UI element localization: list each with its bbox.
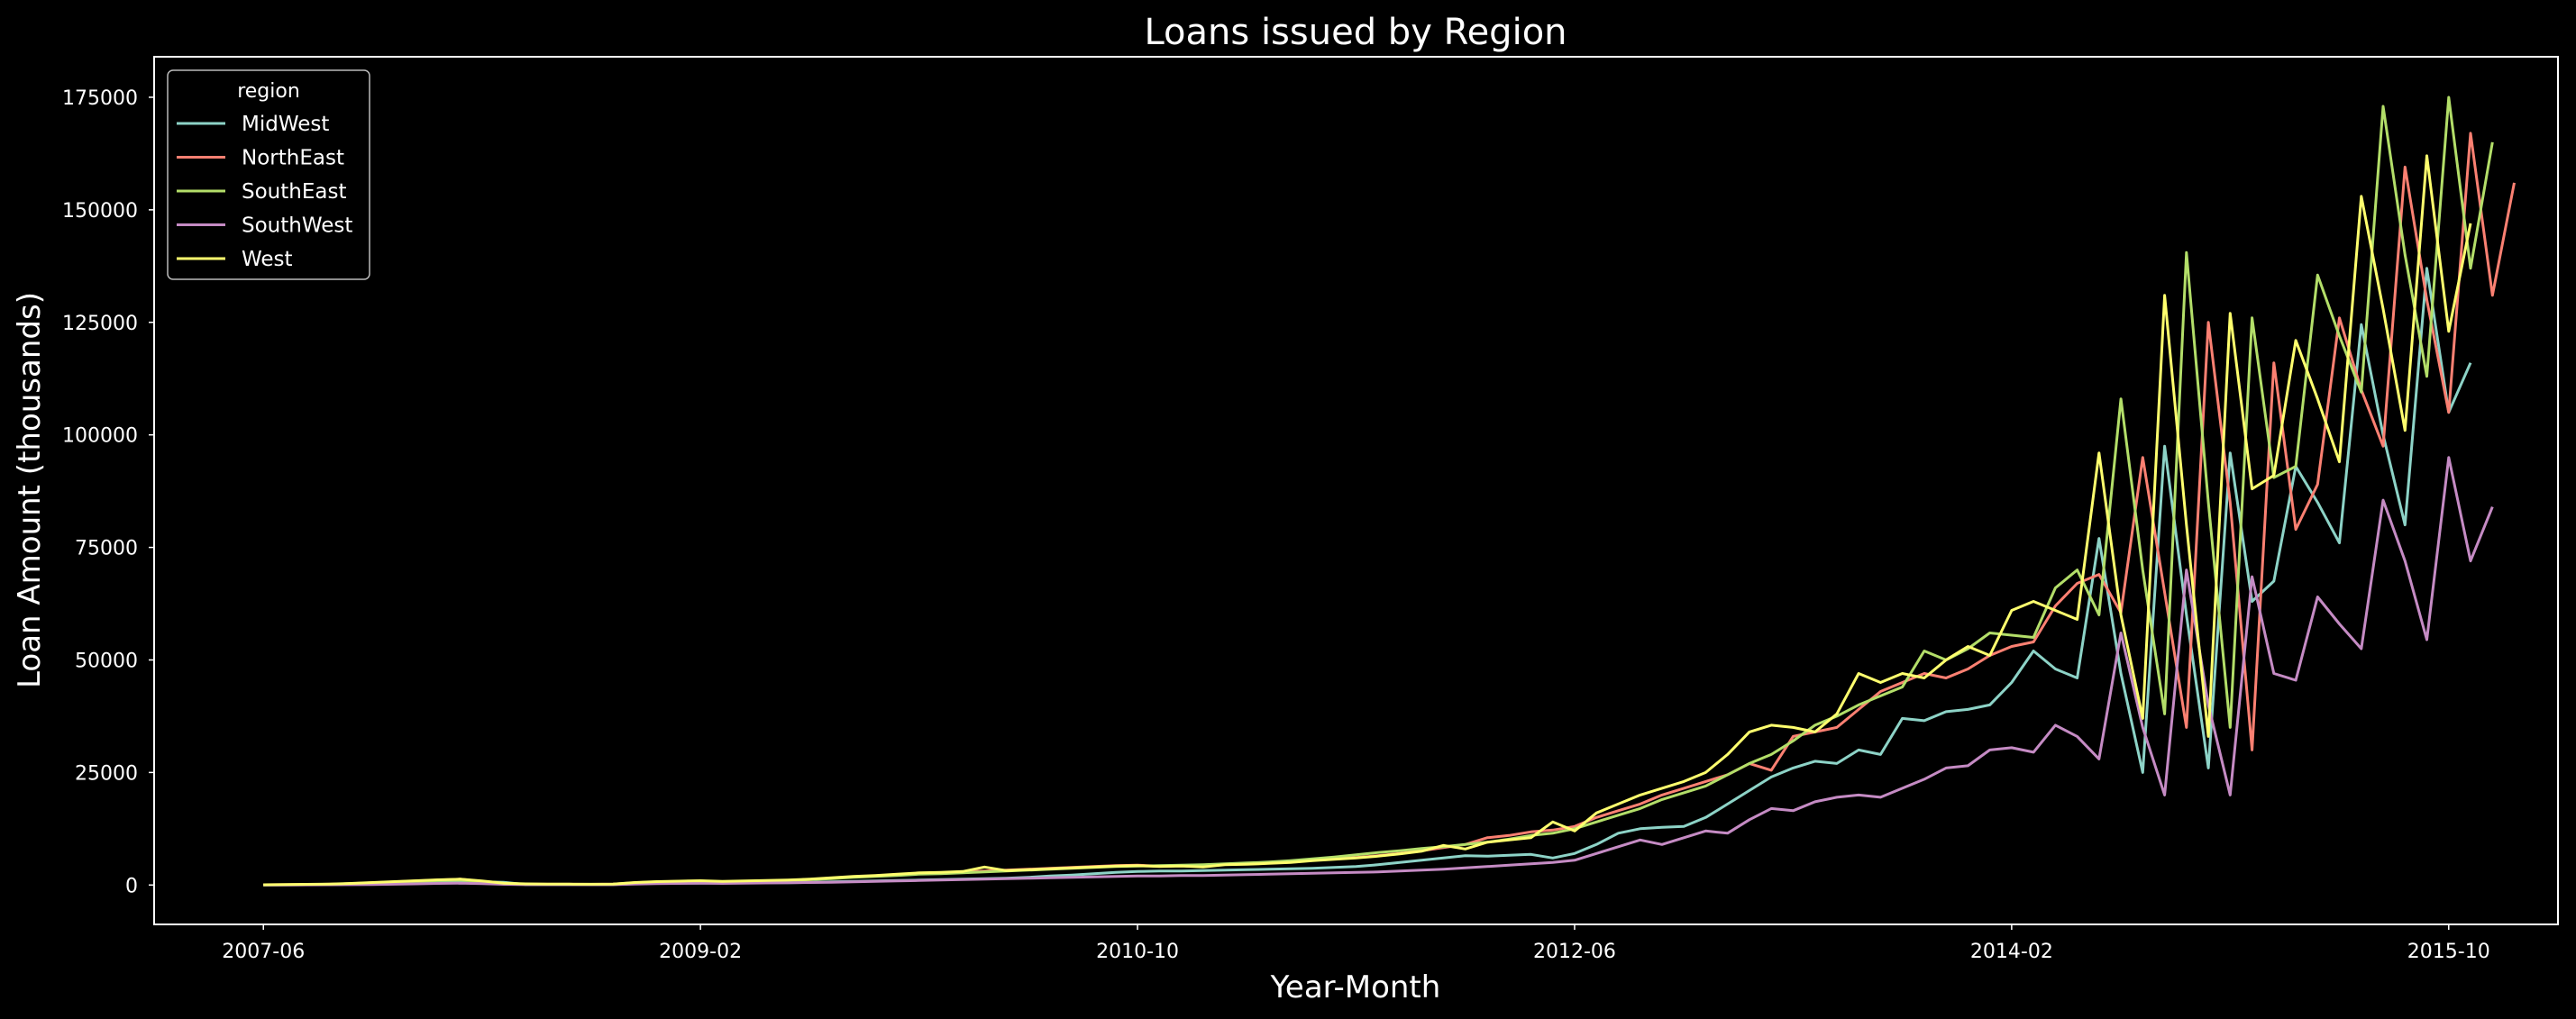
y-tick-label: 100000: [62, 425, 138, 448]
legend: region MidWest NorthEast SouthEast SouthWes…: [167, 69, 370, 280]
chart-title: Loans issued by Region: [1144, 12, 1567, 53]
y-tick-label: 175000: [62, 87, 138, 110]
legend-label-west: West: [242, 248, 293, 271]
y-axis-ticks: 0 25000 50000 75000 100000 125000 150000 175000: [62, 87, 154, 897]
y-tick-label: 125000: [62, 313, 138, 335]
y-tick-label: 0: [125, 875, 138, 897]
legend-label-southwest: SouthWest: [242, 214, 352, 238]
series-line-west: [263, 154, 2472, 887]
y-tick-label: 150000: [62, 200, 138, 223]
y-tick-label: 50000: [75, 650, 138, 672]
x-tick-label: 2015-10: [2407, 941, 2490, 963]
series-line-southwest: [263, 456, 2494, 887]
x-tick-label: 2009-02: [659, 941, 742, 963]
plot-area: [263, 96, 2516, 887]
y-tick-label: 25000: [75, 762, 138, 785]
legend-title: region: [237, 80, 300, 103]
legend-label-southeast: SouthEast: [242, 180, 346, 204]
x-tick-label: 2007-06: [222, 941, 305, 963]
x-tick-label: 2014-02: [1970, 941, 2053, 963]
legend-label-midwest: MidWest: [242, 113, 329, 136]
axes-frame: [153, 56, 2559, 925]
legend-items: MidWest NorthEast SouthEast SouthWest West: [177, 113, 352, 271]
y-axis-title: Loan Amount (thousands): [12, 292, 48, 688]
x-tick-label: 2010-10: [1096, 941, 1179, 963]
y-tick-label: 75000: [75, 538, 138, 560]
legend-label-northeast: NorthEast: [242, 147, 344, 170]
x-tick-label: 2012-06: [1533, 941, 1616, 963]
x-axis-ticks: 2007-06 2009-02 2010-10 2012-06 2014-02 2015-…: [222, 924, 2490, 963]
x-axis-title: Year-Month: [1270, 969, 1441, 1005]
